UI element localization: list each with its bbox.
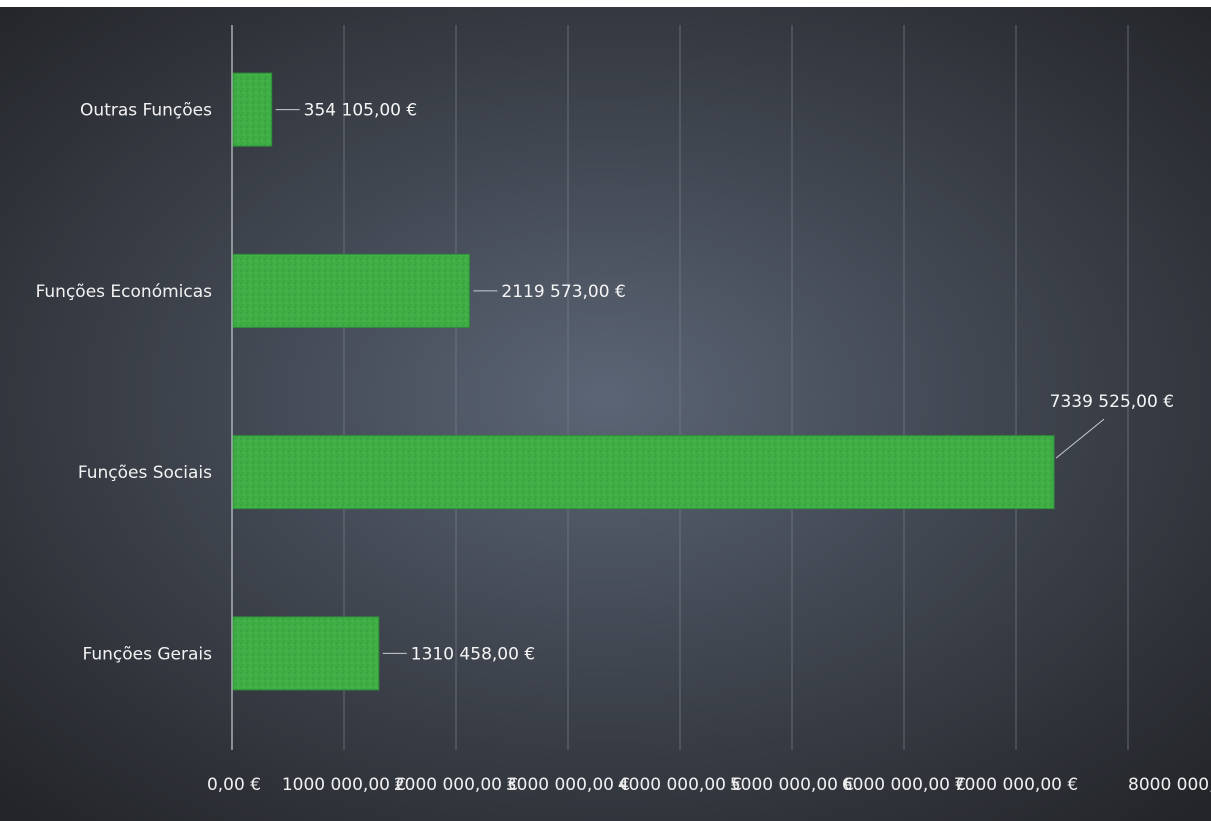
category-label: Outras Funções [80,101,212,121]
bar [232,616,380,691]
x-tick-label: 1000 000,00 € [282,775,406,795]
x-tick-label: 2000 000,00 € [394,775,518,795]
category-label: Funções Sociais [78,463,212,483]
category-label: Funções Gerais [83,644,213,664]
leader-lines [275,109,1105,654]
x-tick-label: 8000 000,00 € [1128,775,1211,795]
leader-line [1055,418,1105,459]
x-tick-label: 0,00 € [207,775,261,795]
x-tick-label: 7000 000,00 € [954,775,1078,795]
category-label: Funções Económicas [36,282,213,302]
bar [232,72,273,147]
bars [232,72,1055,691]
x-tick-label: 4000 000,00 € [618,775,742,795]
value-label: 354 105,00 € [304,101,418,121]
x-tick-label: 5000 000,00 € [730,775,854,795]
value-labels: 1310 458,00 € 7339 525,00 € 2119 573,00 € 3… [304,101,1174,665]
value-label: 1310 458,00 € [411,644,535,664]
value-label: 7339 525,00 € [1050,392,1174,412]
x-tick-label: 6000 000,00 € [842,775,966,795]
x-tick-labels: 0,00 € 1000 000,00 €2000 000,00 €3000 000… [207,775,1211,795]
chart-background [0,7,1211,821]
x-tick-label: 3000 000,00 € [506,775,630,795]
value-label: 2119 573,00 € [501,282,625,302]
bar [232,435,1055,510]
gridlines [343,25,1129,750]
category-labels: Funções Gerais Funções Sociais Funções Eco… [36,101,213,665]
bar [232,253,470,328]
